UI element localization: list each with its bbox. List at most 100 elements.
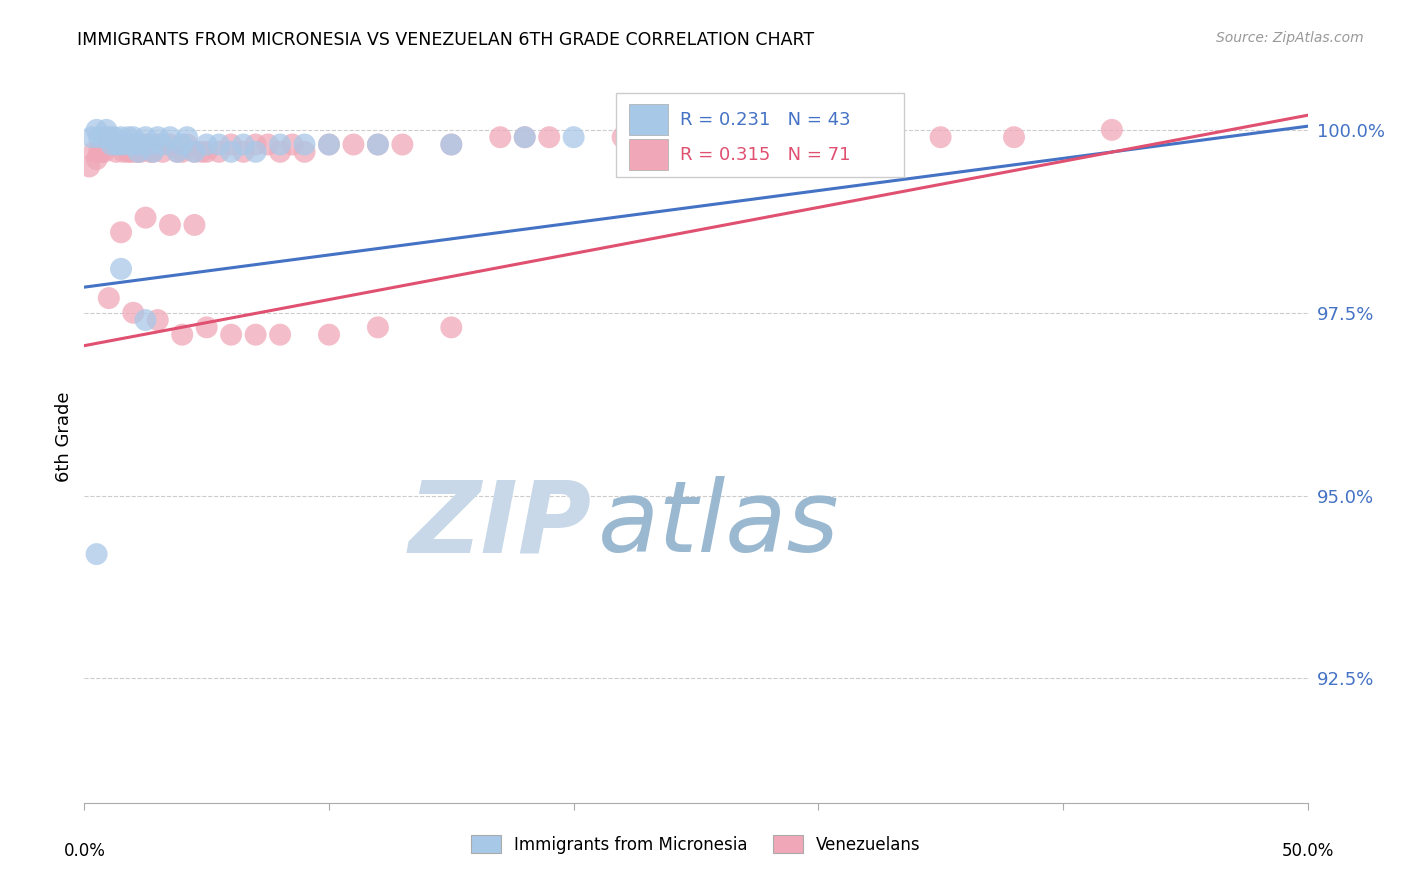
Point <box>110 130 132 145</box>
Point <box>152 137 174 152</box>
Point <box>110 261 132 276</box>
Point <box>195 145 218 159</box>
FancyBboxPatch shape <box>616 94 904 178</box>
Point <box>929 130 952 145</box>
Point <box>172 137 194 152</box>
Text: ZIP: ZIP <box>409 476 592 574</box>
Point <box>97 130 120 145</box>
Point <box>86 547 108 561</box>
Point <box>245 327 267 342</box>
Text: 50.0%: 50.0% <box>1281 842 1334 860</box>
Text: Source: ZipAtlas.com: Source: ZipAtlas.com <box>1216 31 1364 45</box>
Point <box>183 218 205 232</box>
Point <box>183 145 205 159</box>
Point <box>489 130 512 145</box>
Point <box>232 145 254 159</box>
Point <box>367 137 389 152</box>
Point <box>103 137 125 152</box>
Point <box>122 137 145 152</box>
Point <box>96 123 118 137</box>
Point <box>115 137 138 152</box>
Point <box>191 145 214 159</box>
Point <box>122 306 145 320</box>
Point <box>269 137 291 152</box>
Point <box>100 137 122 152</box>
Point <box>391 137 413 152</box>
Point <box>105 145 128 159</box>
Point <box>86 123 108 137</box>
Point <box>562 130 585 145</box>
Point <box>87 130 110 145</box>
Point <box>93 145 115 159</box>
Point <box>146 313 169 327</box>
Point <box>245 137 267 152</box>
Point <box>232 137 254 152</box>
Point <box>139 145 162 159</box>
Point <box>440 137 463 152</box>
Text: 0.0%: 0.0% <box>63 842 105 860</box>
Point <box>152 145 174 159</box>
Point <box>513 130 536 145</box>
Point <box>80 130 103 145</box>
Point <box>159 130 181 145</box>
Text: IMMIGRANTS FROM MICRONESIA VS VENEZUELAN 6TH GRADE CORRELATION CHART: IMMIGRANTS FROM MICRONESIA VS VENEZUELAN… <box>77 31 814 49</box>
Point <box>166 145 188 159</box>
Point <box>135 211 157 225</box>
Text: atlas: atlas <box>598 476 839 574</box>
Point <box>166 145 188 159</box>
Point <box>758 130 780 145</box>
Point <box>208 137 231 152</box>
Point <box>135 313 157 327</box>
Point <box>83 145 105 159</box>
Y-axis label: 6th Grade: 6th Grade <box>55 392 73 483</box>
Point <box>195 320 218 334</box>
Point <box>257 137 280 152</box>
Text: R = 0.315   N = 71: R = 0.315 N = 71 <box>681 145 851 164</box>
FancyBboxPatch shape <box>628 139 668 170</box>
Point <box>612 130 634 145</box>
Point <box>269 145 291 159</box>
Point <box>146 137 169 152</box>
Point <box>513 130 536 145</box>
Text: R = 0.231   N = 43: R = 0.231 N = 43 <box>681 111 851 128</box>
Point <box>685 130 707 145</box>
Point <box>146 130 169 145</box>
Point <box>97 130 120 145</box>
Point <box>87 145 110 159</box>
Point <box>112 145 135 159</box>
Point <box>172 145 194 159</box>
Point <box>172 327 194 342</box>
Point <box>245 145 267 159</box>
Point <box>294 145 316 159</box>
Point <box>208 145 231 159</box>
Point <box>219 145 242 159</box>
Point <box>103 130 125 145</box>
Point <box>159 218 181 232</box>
Point <box>135 130 157 145</box>
Point <box>122 130 145 145</box>
Point <box>159 137 181 152</box>
Point <box>183 145 205 159</box>
Point <box>318 137 340 152</box>
Legend: Immigrants from Micronesia, Venezuelans: Immigrants from Micronesia, Venezuelans <box>464 829 928 860</box>
Point <box>538 130 561 145</box>
Point <box>342 137 364 152</box>
Point <box>856 130 879 145</box>
Point <box>125 137 148 152</box>
FancyBboxPatch shape <box>628 104 668 135</box>
Point <box>176 137 198 152</box>
Point <box>110 225 132 239</box>
Point <box>129 145 152 159</box>
Point <box>294 137 316 152</box>
Point <box>1002 130 1025 145</box>
Point <box>120 137 142 152</box>
Point <box>367 137 389 152</box>
Point <box>127 145 149 159</box>
Point <box>176 130 198 145</box>
Point <box>77 160 100 174</box>
Point <box>117 130 139 145</box>
Point <box>100 137 122 152</box>
Point <box>269 327 291 342</box>
Point <box>105 137 128 152</box>
Point <box>318 327 340 342</box>
